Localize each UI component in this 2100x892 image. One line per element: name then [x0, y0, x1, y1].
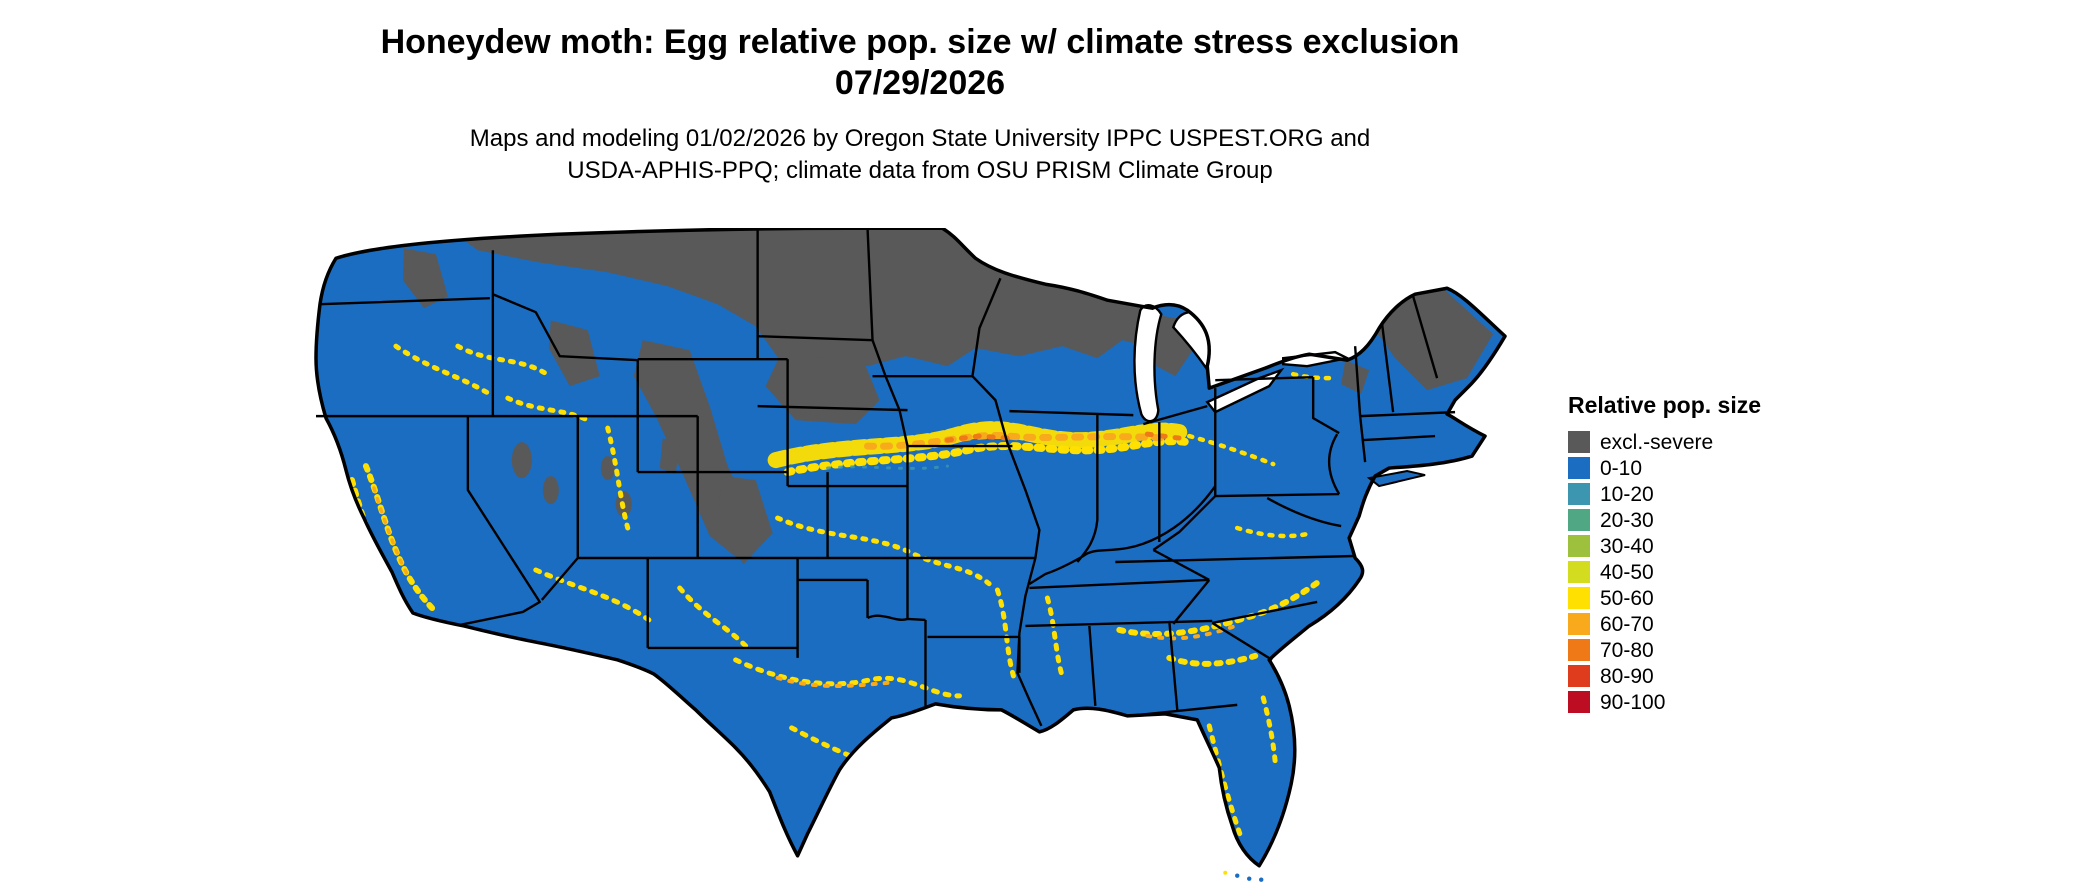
- legend-item-label: 20-30: [1600, 508, 1654, 532]
- excluded-wasatch: [659, 438, 680, 475]
- legend-item-label: 50-60: [1600, 586, 1654, 610]
- legend-swatch: [1568, 509, 1590, 531]
- band-teal-edge: [826, 464, 949, 470]
- legend-item-label: 30-40: [1600, 534, 1654, 558]
- legend-item-label: 10-20: [1600, 482, 1654, 506]
- excluded-nevada-1: [511, 442, 532, 479]
- conus-map: [308, 228, 1527, 884]
- long-island: [1366, 470, 1426, 488]
- legend-title: Relative pop. size: [1568, 392, 1762, 418]
- conus-map-svg: [314, 228, 1507, 882]
- legend-item: 90-100: [1568, 689, 1888, 715]
- legend-item: 10-20: [1568, 481, 1888, 507]
- header: Honeydew moth: Egg relative pop. size w/…: [0, 22, 1840, 188]
- excluded-idaho: [548, 320, 600, 387]
- legend-item: excl.-severe: [1568, 429, 1888, 455]
- excluded-nevada-2: [542, 476, 559, 505]
- band-southwest: [533, 567, 749, 649]
- legend-item: 0-10: [1568, 455, 1888, 481]
- band-fall-line: [1116, 576, 1325, 667]
- legend-swatch: [1568, 431, 1590, 453]
- legend-item-label: 40-50: [1600, 560, 1654, 584]
- legend-swatch: [1568, 457, 1590, 479]
- state-borders: [315, 228, 1456, 727]
- legend-item: 70-80: [1568, 637, 1888, 663]
- legend-swatch: [1568, 483, 1590, 505]
- excluded-northern-tier: [449, 229, 1154, 367]
- lake-ontario: [1282, 350, 1351, 368]
- excluded-regions: [402, 229, 1494, 564]
- florida-keys: [1223, 870, 1264, 882]
- legend-swatch: [1568, 691, 1590, 713]
- band-california-amber: [372, 486, 410, 578]
- attribution-line-2: USDA-APHIS-PPQ; climate data from OSU PR…: [567, 157, 1273, 185]
- legend-item-label: excl.-severe: [1600, 430, 1714, 454]
- legend-item-label: 0-10: [1600, 456, 1643, 480]
- band-ohio-northeast: [1187, 371, 1338, 539]
- legend-swatch: [1568, 535, 1590, 557]
- map-date: 07/29/2026: [834, 64, 1006, 103]
- legend-item: 40-50: [1568, 559, 1888, 585]
- legend-item: 20-30: [1568, 507, 1888, 533]
- band-mississippi-valley: [994, 587, 1066, 683]
- us-outline: [314, 228, 1507, 868]
- excluded-nevada-3: [600, 456, 615, 481]
- band-cornbelt-orange: [944, 431, 1182, 443]
- legend-item-label: 90-100: [1600, 690, 1666, 714]
- legend-swatch: [1568, 665, 1590, 687]
- excluded-new-england: [1375, 290, 1494, 391]
- legend-item: 80-90: [1568, 663, 1888, 689]
- legend-swatch: [1568, 587, 1590, 609]
- great-lakes: [1133, 304, 1351, 423]
- legend-swatch: [1568, 639, 1590, 661]
- legend-item: 30-40: [1568, 533, 1888, 559]
- page-title: Honeydew moth: Egg relative pop. size w/…: [380, 23, 1460, 61]
- band-cornbelt-amber: [864, 432, 1169, 450]
- legend-item-label: 60-70: [1600, 612, 1654, 636]
- legend-item-label: 80-90: [1600, 664, 1654, 688]
- band-texas-amber: [775, 675, 890, 689]
- band-florida: [1206, 695, 1278, 841]
- band-great-basin: [393, 343, 631, 531]
- legend: Relative pop. size excl.-severe 0-10 10-…: [1568, 392, 1888, 715]
- legend-item: 60-70: [1568, 611, 1888, 637]
- attribution-line-1: Maps and modeling 01/02/2026 by Oregon S…: [469, 124, 1371, 152]
- excluded-cascades: [402, 248, 448, 309]
- excluded-colorado: [715, 476, 773, 564]
- legend-swatch: [1568, 561, 1590, 583]
- legend-item-label: 70-80: [1600, 638, 1654, 662]
- legend-swatch: [1568, 613, 1590, 635]
- lake-michigan: [1133, 304, 1163, 423]
- legend-item: 50-60: [1568, 585, 1888, 611]
- excluded-adirondacks: [1341, 360, 1370, 395]
- attribution: Maps and modeling 01/02/2026 by Oregon S…: [0, 123, 1840, 188]
